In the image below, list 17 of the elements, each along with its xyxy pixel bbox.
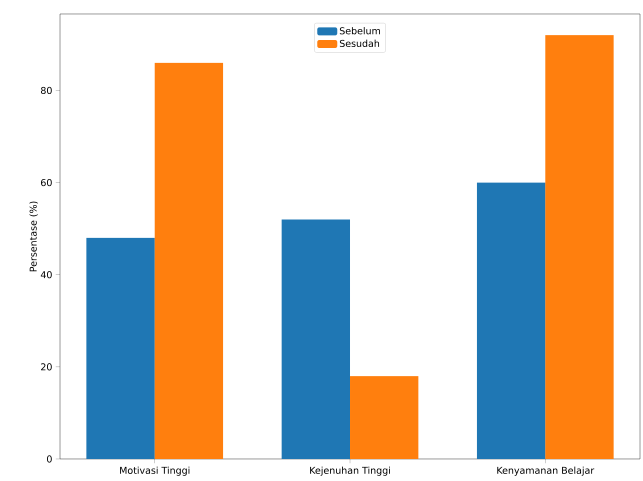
bar (545, 35, 614, 459)
bar (476, 182, 546, 459)
x-tick-label: Kenyamanan Belajar (497, 466, 594, 476)
legend-label: Sesudah (340, 40, 380, 47)
bar (282, 219, 350, 459)
x-tick-label: Kejenuhan Tinggi (310, 466, 390, 476)
y-axis-title: Persentase (%) (29, 202, 38, 272)
bar (154, 62, 224, 459)
bar (86, 238, 155, 459)
y-tick-label: 80 (41, 86, 52, 94)
y-tick-label: 20 (41, 363, 52, 370)
legend-label: Sebelum (340, 27, 380, 34)
y-tick-label: 0 (47, 455, 52, 463)
y-tick-label: 60 (41, 179, 52, 186)
x-tick-label: Motivasi Tinggi (120, 466, 190, 476)
y-tick-label: 40 (40, 271, 52, 278)
bar (350, 376, 418, 459)
